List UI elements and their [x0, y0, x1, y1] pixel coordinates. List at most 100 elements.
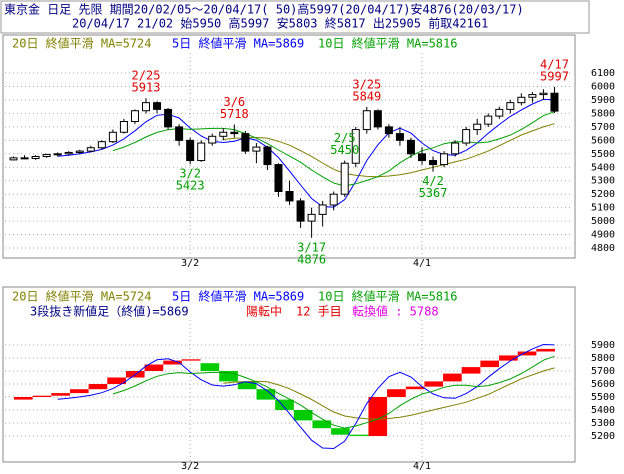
line-break-brick	[461, 367, 481, 374]
x-tick-label: 3/2	[181, 461, 199, 472]
y-tick-label: 6100	[591, 68, 615, 79]
ma-line	[57, 98, 555, 208]
header-line1: 東京金 日足 先限 期間20/02/05～20/04/17( 50)高5997(…	[4, 2, 524, 17]
y-tick-label: 5500	[591, 392, 615, 403]
candle-body	[164, 108, 173, 128]
candle-body	[539, 92, 548, 96]
y-tick-label: 5300	[591, 176, 615, 187]
line-break-brick	[219, 371, 238, 382]
line-break-brick	[88, 384, 108, 390]
annotation-date: 3/6	[223, 95, 245, 109]
candle-body	[175, 126, 184, 141]
candle-body	[362, 110, 371, 131]
candle-body	[130, 110, 139, 122]
status-label: 3段抜き新値足（終値)=5869	[30, 304, 189, 319]
candle-body	[451, 142, 460, 155]
legend-entry: 10日 終値平滑 MA=5816	[318, 289, 457, 304]
ma-line	[112, 355, 555, 429]
line-break-brick	[349, 434, 369, 437]
line-break-brick	[387, 389, 406, 398]
y-tick-label: 5800	[591, 353, 615, 364]
legend-entry: 5日 終値平滑 MA=5869	[172, 289, 304, 304]
legend-entry: 20日 終値平滑 MA=5724	[12, 36, 151, 51]
annotation-value: 5997	[540, 69, 569, 83]
line-break-brick	[424, 381, 444, 387]
y-tick-label: 5400	[591, 405, 615, 416]
candle-body	[484, 115, 493, 125]
top-frame	[2, 34, 576, 259]
status-step: 12 手目	[296, 305, 342, 319]
annotation-value: 5423	[176, 179, 205, 193]
legend-entry: 5日 終値平滑 MA=5869	[172, 36, 304, 51]
status-turn: 転換値 : 5788	[352, 304, 439, 319]
line-break-brick	[293, 410, 313, 421]
annotation-date: 4/2	[422, 174, 444, 188]
candle-body	[263, 146, 272, 166]
annotation-value: 5913	[132, 81, 161, 95]
y-tick-label: 5300	[591, 418, 615, 429]
x-tick-label: 4/1	[413, 461, 431, 472]
candle-body	[219, 131, 228, 137]
line-break-brick	[536, 348, 555, 352]
candle-body	[64, 151, 73, 155]
y-tick-label: 4900	[591, 230, 615, 241]
line-break-brick	[163, 360, 182, 365]
x-tick-label: 3/2	[181, 258, 199, 269]
candle-body	[329, 193, 338, 206]
candle-body	[31, 156, 40, 160]
line-break-brick	[181, 359, 201, 361]
candle-body	[186, 139, 195, 162]
candle-body	[473, 123, 482, 131]
candle-body	[550, 92, 559, 112]
candle-body	[53, 153, 62, 156]
candle-body	[9, 157, 18, 161]
header-box	[0, 0, 590, 34]
candle-body	[462, 129, 471, 144]
candle-body	[252, 146, 261, 152]
y-tick-label: 5700	[591, 122, 615, 133]
header-line2: 20/04/17 21/02 始5950 高5997 安5803 終5817 出…	[72, 16, 488, 31]
candle-body	[418, 153, 426, 162]
candle-body	[440, 153, 449, 166]
ma-line	[112, 111, 555, 187]
line-break-brick	[200, 363, 220, 372]
line-break-brick	[275, 399, 294, 411]
annotation-value: 5367	[419, 186, 448, 200]
line-break-brick	[144, 364, 164, 372]
ma-line	[223, 123, 555, 178]
candle-body	[285, 191, 294, 202]
candle-body	[97, 141, 106, 149]
candle-body	[230, 131, 239, 135]
candle-body	[86, 147, 95, 152]
y-tick-label: 5800	[591, 108, 615, 119]
candle-body	[153, 102, 162, 110]
y-tick-label: 5000	[591, 216, 615, 227]
y-tick-label: 5600	[591, 379, 615, 390]
line-break-brick	[331, 428, 350, 435]
candle-body	[351, 129, 360, 164]
bottom-frame	[2, 286, 576, 463]
y-tick-label: 5700	[591, 366, 615, 377]
candle-body	[406, 139, 415, 155]
annotation-date: 2/25	[132, 69, 161, 83]
line-break-brick	[256, 389, 276, 400]
line-break-brick	[368, 397, 388, 437]
legend-entry: 10日 終値平滑 MA=5816	[318, 36, 457, 51]
y-tick-label: 5600	[591, 135, 615, 146]
candle-body	[119, 121, 128, 133]
candle-body	[528, 94, 537, 98]
y-tick-label: 5200	[591, 189, 615, 200]
ma-line	[223, 367, 555, 420]
candle-body	[20, 157, 29, 160]
y-tick-label: 5900	[591, 95, 615, 106]
y-tick-label: 5400	[591, 162, 615, 173]
status-state: 陽転中	[246, 304, 282, 319]
annotation-value: 5450	[330, 143, 359, 157]
y-tick-label: 6000	[591, 82, 615, 93]
candle-body	[208, 135, 217, 144]
annotation-date: 3/17	[297, 240, 326, 254]
y-tick-label: 5900	[591, 340, 615, 351]
legend-entry: 20日 終値平滑 MA=5724	[12, 289, 151, 304]
line-break-brick	[517, 351, 537, 356]
candle-body	[42, 153, 51, 158]
